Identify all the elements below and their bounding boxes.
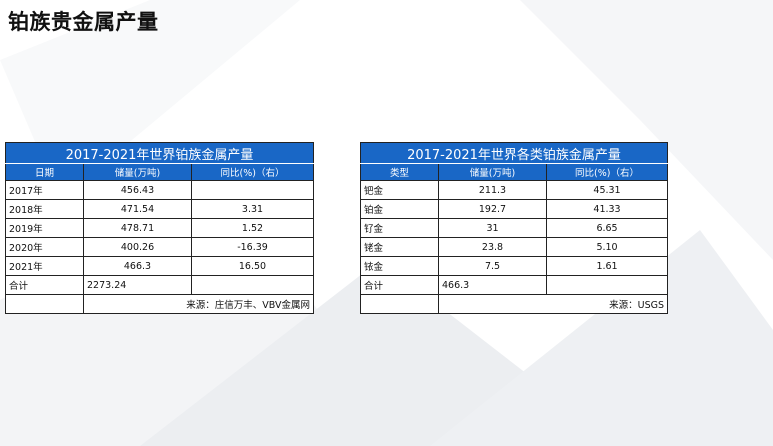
table-row: 2020年 400.26 -16.39 xyxy=(5,237,314,257)
yoy-value: 1.61 xyxy=(545,256,669,276)
source-note: 来源：USGS xyxy=(437,294,669,314)
output-value: 23.8 xyxy=(438,237,547,257)
yoy-value xyxy=(545,275,669,295)
row-label: 钌金 xyxy=(360,218,439,238)
output-value: 400.26 xyxy=(83,237,192,257)
source-row: 来源：庄信万丰、VBV金属网 xyxy=(5,294,314,314)
types-table: 2017-2021年世界各类铂族金属产量 类型 储量(万吨) 同比(%)（右） … xyxy=(359,142,669,314)
output-value: 31 xyxy=(438,218,547,238)
table-row: 2019年 478.71 1.52 xyxy=(5,218,314,238)
page-title: 铂族贵金属产量 xyxy=(8,10,159,34)
yoy-value: -16.39 xyxy=(191,237,314,257)
table-row: 2017年 456.43 xyxy=(5,180,314,200)
output-value: 466.3 xyxy=(438,275,547,295)
column-header-type: 类型 xyxy=(360,163,439,181)
table-row: 铱金 7.5 1.61 xyxy=(360,256,669,276)
output-value: 466.3 xyxy=(83,256,192,276)
yoy-value: 6.65 xyxy=(545,218,669,238)
output-value: 471.54 xyxy=(83,199,192,219)
row-label: 钯金 xyxy=(360,180,439,200)
output-value: 192.7 xyxy=(438,199,547,219)
table-row: 铂金 192.7 41.33 xyxy=(360,199,669,219)
output-value: 7.5 xyxy=(438,256,547,276)
yoy-value: 41.33 xyxy=(545,199,669,219)
yoy-value: 3.31 xyxy=(191,199,314,219)
source-note: 来源：庄信万丰、VBV金属网 xyxy=(83,294,314,314)
table-row: 2021年 466.3 16.50 xyxy=(5,256,314,276)
table-row: 2018年 471.54 3.31 xyxy=(5,199,314,219)
column-header-output: 储量(万吨) xyxy=(438,163,547,181)
column-header-yoy: 同比(%)（右） xyxy=(191,163,314,181)
table-title: 2017-2021年世界铂族金属产量 xyxy=(5,142,314,164)
row-label: 2017年 xyxy=(5,180,84,200)
row-label: 2018年 xyxy=(5,199,84,219)
row-label: 铂金 xyxy=(360,199,439,219)
yoy-value: 16.50 xyxy=(191,256,314,276)
table-row: 钌金 31 6.65 xyxy=(360,218,669,238)
source-row: 来源：USGS xyxy=(360,294,669,314)
row-label: 合计 xyxy=(5,275,84,295)
row-label: 2020年 xyxy=(5,237,84,257)
output-value: 478.71 xyxy=(83,218,192,238)
production-table: 2017-2021年世界铂族金属产量 日期 储量(万吨) 同比(%)（右） 20… xyxy=(5,142,314,314)
table-title: 2017-2021年世界各类铂族金属产量 xyxy=(359,142,669,164)
yoy-value: 45.31 xyxy=(545,180,669,200)
row-label: 合计 xyxy=(360,275,439,295)
column-header-date: 日期 xyxy=(5,163,84,181)
table-row: 铑金 23.8 5.10 xyxy=(360,237,669,257)
column-header-output: 储量(万吨) xyxy=(83,163,192,181)
column-header-yoy: 同比(%)（右） xyxy=(545,163,669,181)
output-value: 456.43 xyxy=(83,180,192,200)
yoy-value xyxy=(191,180,314,200)
table-row-total: 合计 466.3 xyxy=(360,275,669,295)
output-value: 2273.24 xyxy=(83,275,192,295)
row-label: 铱金 xyxy=(360,256,439,276)
yoy-value xyxy=(191,275,314,295)
yoy-value: 1.52 xyxy=(191,218,314,238)
row-label: 铑金 xyxy=(360,237,439,257)
row-label: 2019年 xyxy=(5,218,84,238)
table-row-total: 合计 2273.24 xyxy=(5,275,314,295)
table-row: 钯金 211.3 45.31 xyxy=(360,180,669,200)
output-value: 211.3 xyxy=(438,180,547,200)
row-label: 2021年 xyxy=(5,256,84,276)
yoy-value: 5.10 xyxy=(545,237,669,257)
